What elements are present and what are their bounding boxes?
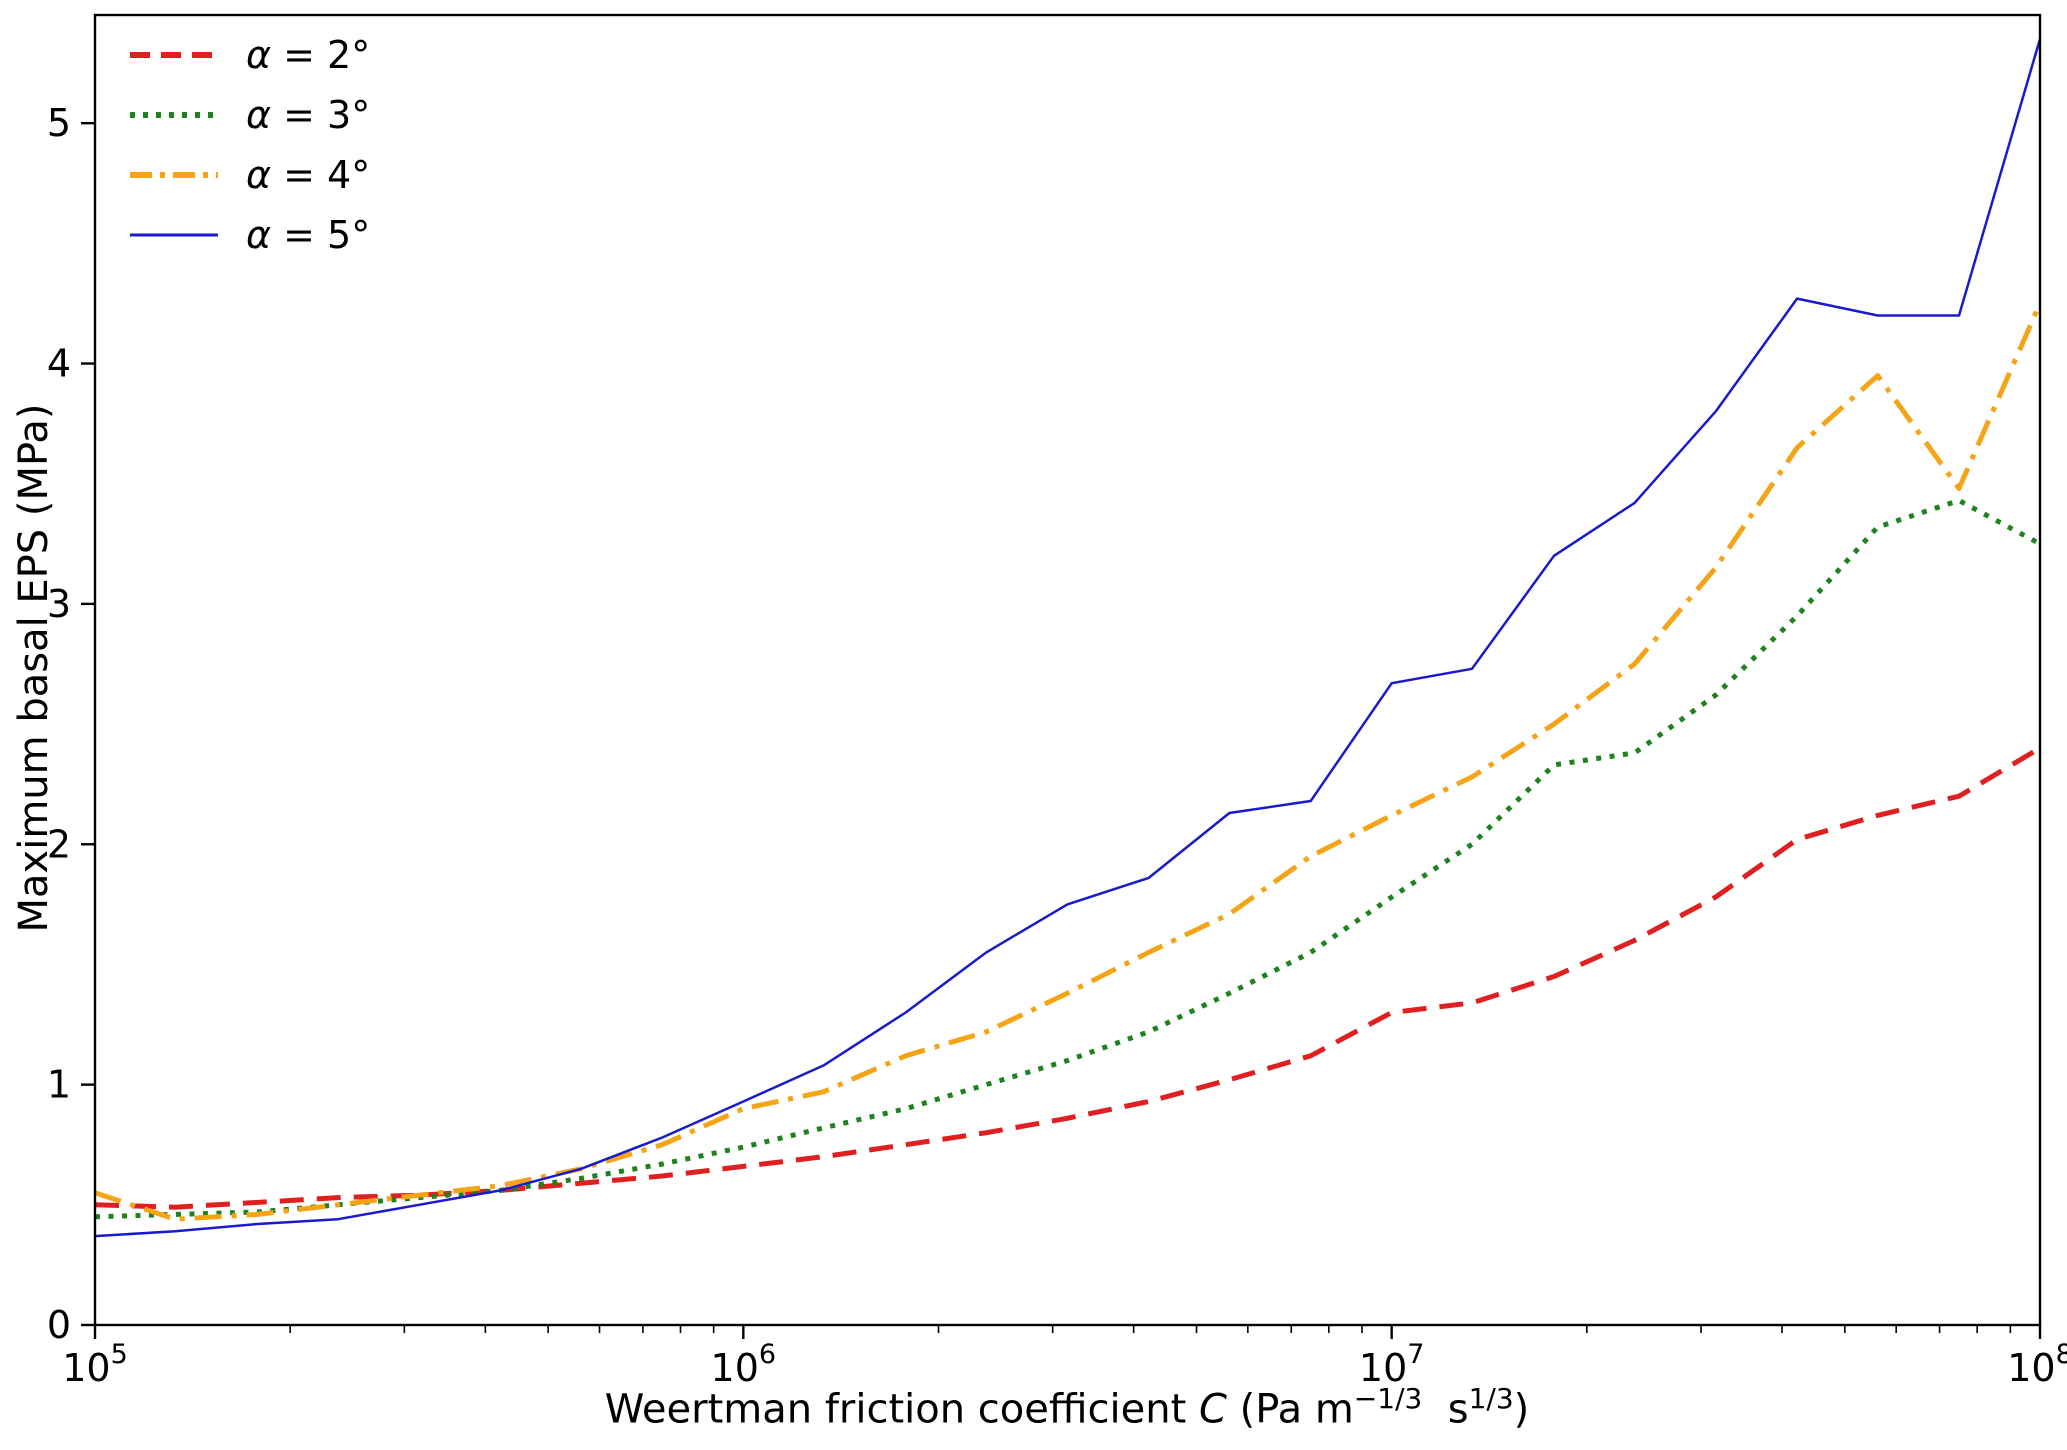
y-tick-label: 4 bbox=[47, 342, 71, 386]
x-axis-label-unit-mid: s bbox=[1422, 1386, 1469, 1433]
legend-item-alpha-5: α = 5° bbox=[128, 212, 370, 258]
legend: α = 2° α = 3° α = 4° α = 5° bbox=[128, 32, 370, 258]
x-axis-label: Weertman friction coefficient C (Pa m−1/… bbox=[605, 1382, 1530, 1432]
y-tick-label: 0 bbox=[47, 1303, 71, 1347]
series-line-4deg bbox=[94, 302, 2043, 1222]
series-line-5deg bbox=[94, 38, 2042, 1238]
x-axis-label-unit-close: ) bbox=[1513, 1386, 1530, 1433]
legend-label: α = 2° bbox=[246, 33, 371, 77]
x-tick-label: 108 bbox=[2007, 1339, 2067, 1390]
legend-item-alpha-2: α = 2° bbox=[128, 32, 370, 78]
legend-line-sample bbox=[130, 112, 218, 118]
legend-line-sample bbox=[130, 233, 218, 237]
legend-line-sample bbox=[130, 172, 218, 178]
plot-box bbox=[93, 13, 2042, 1327]
y-tick-label: 1 bbox=[47, 1063, 71, 1107]
legend-label: α = 5° bbox=[246, 213, 371, 257]
legend-item-alpha-3: α = 3° bbox=[128, 92, 370, 138]
legend-item-alpha-4: α = 4° bbox=[128, 152, 370, 198]
y-tick-label: 3 bbox=[47, 582, 71, 626]
x-axis-label-variable: C bbox=[1199, 1386, 1227, 1433]
legend-label: α = 3° bbox=[246, 93, 371, 137]
legend-label: α = 4° bbox=[246, 153, 371, 197]
y-tick-label: 5 bbox=[47, 101, 71, 145]
legend-line-sample bbox=[130, 52, 218, 58]
y-tick-label: 2 bbox=[47, 822, 71, 866]
x-tick-label: 105 bbox=[62, 1339, 128, 1390]
x-axis-label-prefix: Weertman friction coefficient bbox=[604, 1386, 1200, 1433]
x-axis-label-sup2: 1/3 bbox=[1468, 1382, 1514, 1415]
x-axis-label-sup1: −1/3 bbox=[1353, 1382, 1423, 1415]
series-line-2deg bbox=[94, 745, 2042, 1210]
series-line-3deg bbox=[94, 498, 2042, 1220]
x-axis-label-unit-open: (Pa m bbox=[1226, 1386, 1354, 1433]
y-axis-label: Maximum basal EPS (MPa) bbox=[11, 403, 57, 933]
